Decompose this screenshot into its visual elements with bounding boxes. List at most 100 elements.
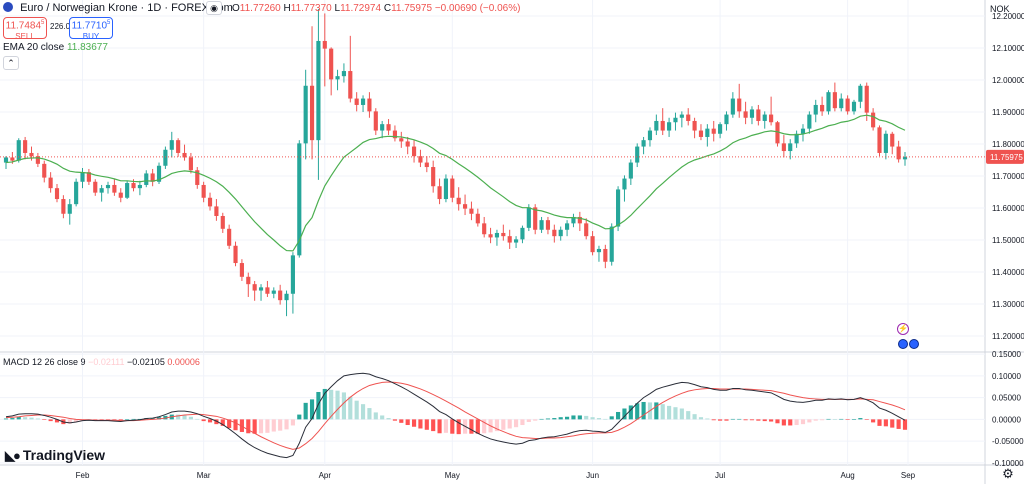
- macd-histogram-bar: [220, 419, 225, 426]
- settings-gear-icon[interactable]: ⚙: [1002, 466, 1014, 481]
- sell-button[interactable]: 11.74845 SELL: [3, 17, 47, 42]
- candle-body: [781, 143, 786, 152]
- macd-histogram-bar: [297, 414, 302, 420]
- macd-signal-value: 0.00006: [167, 357, 200, 367]
- news-event-icon[interactable]: [898, 339, 908, 349]
- candle-body: [749, 109, 755, 118]
- candle: [851, 99, 857, 115]
- flash-event-icon[interactable]: ⚡: [897, 323, 909, 335]
- earnings-event-icon[interactable]: [909, 339, 919, 349]
- macd-histogram-bar: [513, 419, 519, 428]
- macd-histogram-bar: [309, 399, 315, 420]
- collapse-chevron-icon[interactable]: ⌃: [3, 56, 19, 70]
- candle: [667, 117, 672, 137]
- macd-histogram-bar: [125, 419, 130, 420]
- candle-body: [3, 157, 9, 163]
- spread-value: 226.0: [50, 22, 71, 31]
- ohlc-values: O11.77260 H11.77370 L11.72974 C11.75975 …: [232, 3, 521, 14]
- low-value: 11.72974: [340, 3, 382, 14]
- macd-histogram-bar: [380, 415, 385, 420]
- candle: [788, 139, 793, 160]
- candle: [539, 216, 544, 233]
- macd-histogram-bar: [392, 419, 398, 421]
- candle-body: [647, 130, 653, 141]
- macd-histogram-bar: [469, 419, 474, 434]
- candle-body: [163, 149, 168, 166]
- candle-body: [820, 104, 825, 112]
- candle-body: [48, 177, 53, 189]
- candle-body: [756, 109, 761, 121]
- candle: [360, 95, 366, 112]
- candle-body: [705, 128, 710, 137]
- candle-body: [271, 290, 276, 294]
- candle: [596, 245, 602, 262]
- candle-body: [348, 71, 353, 99]
- macd-histogram-bar: [660, 404, 665, 420]
- candle: [309, 26, 315, 160]
- sell-label: SELL: [15, 32, 35, 42]
- macd-histogram-bar: [730, 418, 735, 420]
- candle: [227, 224, 232, 249]
- candle-body: [431, 167, 436, 187]
- candle-body: [513, 239, 519, 243]
- candle-body: [399, 138, 404, 142]
- candle-body: [762, 114, 767, 121]
- candle: [858, 83, 863, 109]
- candle-body: [692, 120, 697, 131]
- macd-histogram-bar: [533, 419, 538, 421]
- candle: [335, 69, 340, 91]
- candle: [552, 224, 557, 243]
- candle: [348, 35, 353, 103]
- macd-histogram-bar: [641, 401, 646, 420]
- macd-histogram-bar: [877, 419, 882, 426]
- candle: [392, 125, 398, 142]
- macd-tick-label: -0.10000: [992, 459, 1024, 468]
- candle: [303, 69, 308, 160]
- macd-histogram-bar: [456, 419, 461, 435]
- candle: [743, 101, 748, 125]
- macd-histogram-bar: [807, 419, 812, 423]
- candle: [329, 47, 334, 96]
- candle-body: [220, 216, 225, 229]
- candle-body: [456, 197, 461, 205]
- macd-histogram-bar: [724, 419, 729, 421]
- candle: [584, 218, 589, 240]
- macd-histogram-bar: [99, 419, 104, 420]
- candle: [488, 227, 493, 244]
- candle-body: [596, 248, 602, 253]
- candle: [781, 135, 786, 158]
- candle: [316, 8, 321, 180]
- candle-body: [93, 181, 98, 193]
- macd-tick-label: -0.05000: [992, 437, 1024, 446]
- candle-body: [335, 76, 340, 80]
- toggle-visibility-icon[interactable]: ◉: [206, 1, 222, 15]
- price-axis: 12.20000 12.10000 12.00000 11.90000 11.80000…: [992, 12, 1024, 341]
- macd-histogram-bar: [539, 418, 544, 420]
- candle: [424, 156, 429, 173]
- candle-body: [265, 287, 270, 294]
- macd-histogram-bar: [902, 419, 908, 430]
- macd-histogram-bar: [354, 400, 359, 420]
- candle-body: [794, 133, 799, 144]
- candle-body: [322, 40, 327, 49]
- candle: [105, 181, 111, 194]
- candle: [794, 130, 799, 148]
- candle: [48, 172, 53, 193]
- candle-body: [698, 130, 704, 137]
- candle: [730, 92, 735, 118]
- candle-body: [552, 229, 557, 237]
- macd-histogram-bar: [545, 418, 551, 420]
- macd-histogram-bar: [118, 419, 123, 421]
- macd-histogram-bar: [93, 419, 98, 420]
- macd-histogram-bar: [329, 389, 334, 420]
- time-tick-label: Jul: [715, 471, 725, 480]
- candle: [443, 174, 449, 203]
- macd-histogram-bar: [565, 416, 570, 420]
- candle: [322, 13, 327, 87]
- buy-button[interactable]: 11.77105 BUY: [69, 17, 113, 41]
- candle-body: [303, 85, 308, 144]
- macd-histogram-bar: [246, 419, 251, 434]
- price-tick-label: 11.30000: [992, 300, 1024, 309]
